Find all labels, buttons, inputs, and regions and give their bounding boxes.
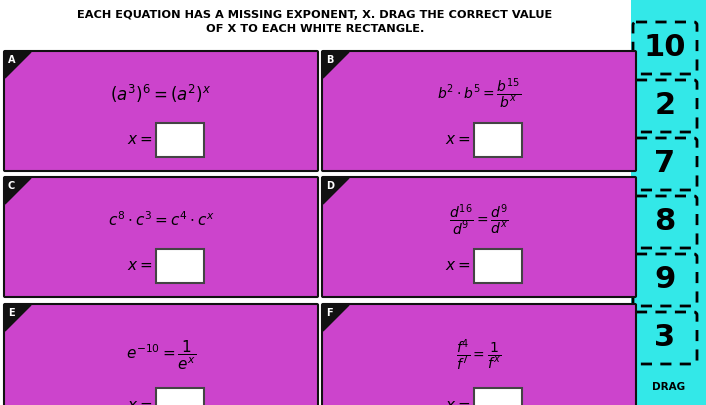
FancyBboxPatch shape bbox=[322, 177, 636, 297]
FancyBboxPatch shape bbox=[633, 254, 697, 306]
Text: E: E bbox=[8, 308, 15, 318]
Text: B: B bbox=[326, 55, 333, 65]
Text: 8: 8 bbox=[654, 207, 676, 237]
Text: $x =$: $x =$ bbox=[128, 258, 153, 273]
Text: $x =$: $x =$ bbox=[445, 132, 471, 147]
FancyBboxPatch shape bbox=[322, 51, 636, 171]
Text: 7: 7 bbox=[654, 149, 676, 179]
Text: 9: 9 bbox=[654, 266, 676, 294]
Text: $x =$: $x =$ bbox=[128, 132, 153, 147]
Text: $x =$: $x =$ bbox=[445, 397, 471, 405]
Text: OF X TO EACH WHITE RECTANGLE.: OF X TO EACH WHITE RECTANGLE. bbox=[206, 24, 424, 34]
Text: EACH EQUATION HAS A MISSING EXPONENT, X. DRAG THE CORRECT VALUE: EACH EQUATION HAS A MISSING EXPONENT, X.… bbox=[78, 10, 553, 20]
Text: $\dfrac{f^4}{f^7} = \dfrac{1}{f^x}$: $\dfrac{f^4}{f^7} = \dfrac{1}{f^x}$ bbox=[456, 337, 502, 373]
FancyBboxPatch shape bbox=[633, 196, 697, 248]
Polygon shape bbox=[323, 305, 349, 331]
Text: $e^{-10} = \dfrac{1}{e^x}$: $e^{-10} = \dfrac{1}{e^x}$ bbox=[126, 338, 196, 372]
FancyBboxPatch shape bbox=[322, 304, 636, 405]
FancyBboxPatch shape bbox=[633, 80, 697, 132]
FancyBboxPatch shape bbox=[633, 312, 697, 364]
FancyBboxPatch shape bbox=[4, 51, 318, 171]
Polygon shape bbox=[5, 178, 31, 204]
Text: 3: 3 bbox=[654, 324, 676, 352]
Text: D: D bbox=[326, 181, 334, 191]
Text: $b^2 \cdot b^5 = \dfrac{b^{15}}{b^x}$: $b^2 \cdot b^5 = \dfrac{b^{15}}{b^x}$ bbox=[437, 77, 521, 111]
Bar bbox=[631, 0, 706, 405]
Polygon shape bbox=[323, 178, 349, 204]
FancyBboxPatch shape bbox=[633, 138, 697, 190]
FancyBboxPatch shape bbox=[4, 304, 318, 405]
Text: $x =$: $x =$ bbox=[128, 397, 153, 405]
Text: 10: 10 bbox=[644, 34, 686, 62]
Polygon shape bbox=[5, 52, 31, 78]
Bar bbox=[474, 249, 522, 283]
Text: $(a^3)^6 = (a^2)^x$: $(a^3)^6 = (a^2)^x$ bbox=[110, 83, 212, 105]
Text: 2: 2 bbox=[654, 92, 676, 121]
Bar bbox=[156, 123, 204, 157]
Bar bbox=[474, 123, 522, 157]
Bar bbox=[156, 249, 204, 283]
FancyBboxPatch shape bbox=[633, 22, 697, 74]
Text: C: C bbox=[8, 181, 16, 191]
FancyBboxPatch shape bbox=[4, 177, 318, 297]
Text: $x =$: $x =$ bbox=[445, 258, 471, 273]
Text: $\dfrac{d^{16}}{d^9} = \dfrac{d^9}{d^x}$: $\dfrac{d^{16}}{d^9} = \dfrac{d^9}{d^x}$ bbox=[449, 202, 509, 238]
Bar bbox=[474, 388, 522, 405]
Text: F: F bbox=[326, 308, 333, 318]
Polygon shape bbox=[323, 52, 349, 78]
Bar bbox=[156, 388, 204, 405]
Text: A: A bbox=[8, 55, 16, 65]
Text: DRAG: DRAG bbox=[652, 382, 685, 392]
Text: $c^8 \cdot c^3 = c^4 \cdot c^x$: $c^8 \cdot c^3 = c^4 \cdot c^x$ bbox=[107, 211, 215, 229]
Polygon shape bbox=[5, 305, 31, 331]
